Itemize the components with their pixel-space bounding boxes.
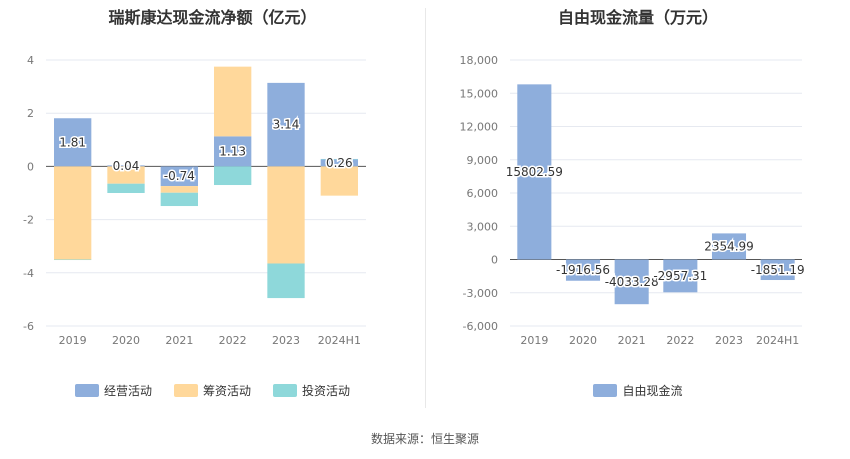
bar xyxy=(663,259,698,293)
data-label: 2354.99 xyxy=(704,239,754,253)
data-label: -2957.31 xyxy=(653,269,707,283)
data-label: -0.74 xyxy=(164,169,195,183)
bar xyxy=(614,259,649,305)
x-tick-label: 2024H1 xyxy=(318,334,361,347)
legend-swatch xyxy=(273,384,297,397)
y-tick-label: 4 xyxy=(27,54,34,67)
free-cash-flow-panel: 自由现金流量（万元） -6,000 -3,000 0 3,000 6,000 9,000 1… xyxy=(426,0,850,410)
x-tick-label: 2021 xyxy=(165,334,193,347)
bar xyxy=(267,82,305,167)
legend-item[interactable]: 投资活动 xyxy=(273,382,350,399)
bar xyxy=(267,166,305,264)
chart-title: 瑞斯康达现金流净额（亿元） xyxy=(108,8,317,27)
bar xyxy=(107,166,145,184)
data-label: -4033.28 xyxy=(605,275,659,289)
legend-label: 自由现金流 xyxy=(622,384,683,398)
x-tick-label: 2024H1 xyxy=(756,334,799,347)
bar xyxy=(760,259,795,281)
legend-item[interactable]: 自由现金流 xyxy=(593,382,683,399)
y-tick-label: -2 xyxy=(23,214,34,227)
panel-divider xyxy=(425,8,426,408)
data-label: 1.13 xyxy=(219,144,246,158)
bar xyxy=(160,166,198,187)
x-tick-label: 2023 xyxy=(715,334,743,347)
data-label: 0.04 xyxy=(113,159,140,173)
bar xyxy=(320,159,358,167)
y-tick-label: 18,000 xyxy=(460,54,499,67)
bar xyxy=(160,186,198,193)
legend-swatch xyxy=(74,384,99,397)
y-tick-label: 0 xyxy=(491,254,498,267)
y-tick-label: -3,000 xyxy=(463,287,498,300)
free-cash-flow-legend: 自由现金流 xyxy=(426,382,850,399)
bar xyxy=(320,166,358,196)
x-tick-label: 2021 xyxy=(618,334,646,347)
legend-swatch xyxy=(593,384,618,397)
data-label: 15802.59 xyxy=(506,165,563,179)
bar xyxy=(107,183,145,193)
cash-flow-panel: 瑞斯康达现金流净额（亿元） -6 -4 -2 0 2 4 2019 2020 2021 2022 2… xyxy=(0,0,425,410)
legend-item[interactable]: 筹资活动 xyxy=(173,382,251,399)
data-label: 3.14 xyxy=(273,118,300,132)
y-tick-label: 0 xyxy=(27,160,34,173)
bar xyxy=(711,233,747,260)
bar xyxy=(54,118,92,167)
legend-label: 投资活动 xyxy=(302,384,351,398)
bar xyxy=(214,166,252,186)
y-tick-label: -6 xyxy=(23,320,34,333)
legend-item[interactable]: 经营活动 xyxy=(74,382,152,399)
y-tick-label: -4 xyxy=(23,267,34,280)
bar xyxy=(54,166,92,260)
bar xyxy=(54,259,92,261)
bar xyxy=(214,136,252,167)
cash-flow-chart: -6 -4 -2 0 2 4 2019 2020 2021 2022 2023 2024H1 1.81 0… xyxy=(23,54,366,347)
y-tick-label: 9,000 xyxy=(467,154,499,167)
y-tick-label: -6,000 xyxy=(463,320,498,333)
y-tick-label: 2 xyxy=(27,107,34,120)
x-tick-label: 2020 xyxy=(112,334,140,347)
x-tick-label: 2023 xyxy=(272,334,300,347)
free-cash-flow-chart: -6,000 -3,000 0 3,000 6,000 9,000 12,000 15,000… xyxy=(460,54,807,347)
data-label: -1916.56 xyxy=(556,263,610,277)
chart-title: 自由现金流量（万元） xyxy=(557,8,718,27)
bar xyxy=(107,165,145,167)
x-tick-label: 2019 xyxy=(520,334,548,347)
y-tick-label: 12,000 xyxy=(460,121,499,134)
bar xyxy=(565,259,601,281)
data-source-note: 数据来源：恒生聚源 xyxy=(370,432,479,446)
data-label: -1851.19 xyxy=(751,263,805,277)
legend-label: 经营活动 xyxy=(103,384,152,398)
x-tick-label: 2020 xyxy=(569,334,597,347)
bar xyxy=(160,192,198,207)
legend-swatch xyxy=(173,384,198,397)
bar xyxy=(517,84,552,260)
x-tick-label: 2022 xyxy=(666,334,694,347)
legend-label: 筹资活动 xyxy=(202,384,251,398)
data-label: 1.81 xyxy=(59,135,86,149)
cash-flow-legend: 经营活动 筹资活动 投资活动 xyxy=(0,382,425,399)
y-tick-label: 6,000 xyxy=(467,187,499,200)
bar xyxy=(214,66,252,137)
x-tick-label: 2022 xyxy=(219,334,247,347)
y-tick-label: 3,000 xyxy=(467,220,499,233)
bar xyxy=(320,158,358,160)
bar xyxy=(267,263,305,299)
x-tick-label: 2019 xyxy=(59,334,87,347)
data-label: 0.26 xyxy=(326,156,353,170)
y-tick-label: 15,000 xyxy=(460,87,499,100)
